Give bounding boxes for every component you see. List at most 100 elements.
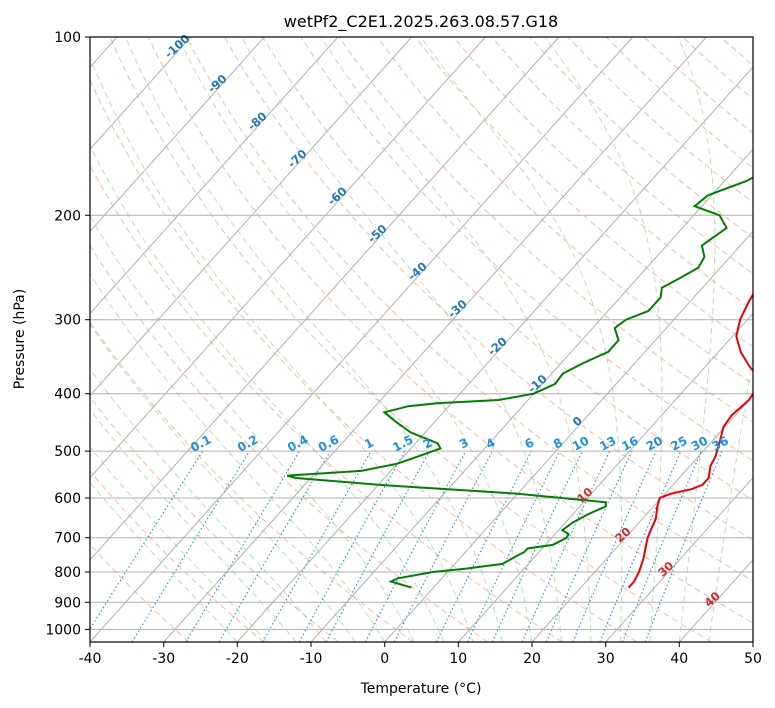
x-tick-label: 50 [744,651,762,667]
moist-adiabat [241,37,562,642]
x-axis-label: Temperature (°C) [360,681,482,697]
mixing-ratio-label: 30 [689,433,710,453]
moist-adiabat [90,368,327,642]
isotherm-line [752,641,753,642]
moist-adiabat [420,37,623,642]
mixing-ratio-label: 16 [619,433,640,453]
isotherm-line [90,37,339,315]
plot-frame [89,36,754,643]
dry-adiabat [90,543,190,642]
y-tick-label: 200 [54,208,81,224]
moist-adiabat [90,56,474,642]
mixing-ratio-label: 20 [644,433,665,453]
isotherm-label: -60 [325,184,350,208]
isotherm-line [90,37,413,397]
dry-adiabat [682,37,753,100]
x-tick-label: 10 [449,651,467,667]
isotherm-line [90,37,634,642]
isotherm-line [678,559,753,642]
moist-adiabat [544,37,663,642]
dry-adiabat [567,37,753,204]
dry-adiabat [376,37,753,385]
isotherm-label: -20 [485,334,510,358]
dry-adiabat [605,37,753,169]
y-tick-label: 300 [54,313,81,329]
mixing-ratio-line [599,450,682,642]
isotherm-line [90,37,265,233]
y-tick-label: 400 [54,387,81,403]
dry-adiabat [90,78,638,642]
moist-adiabat [90,323,356,642]
moist-adiabat [90,408,297,642]
isotherm-line [531,394,753,642]
x-tick-label: -40 [79,651,102,667]
y-tick-label: 800 [54,565,81,581]
moist-adiabat [90,446,268,642]
moist-adiabat [177,37,533,642]
dry-adiabat [90,396,339,642]
isotherm-label: -100 [162,31,193,61]
moist-adiabat [708,353,753,642]
y-tick-label: 1000 [45,622,81,638]
moist-adiabat [90,273,386,642]
dry-adiabat [491,37,753,275]
x-tick-label: -20 [226,651,249,667]
x-tick-label: 0 [380,651,389,667]
isotherm-line [310,148,753,642]
isotherm-label: -50 [365,221,390,245]
mixing-ratio-line [262,450,372,642]
mixing-ratio-line [90,450,204,630]
mixing-ratio-line [621,450,702,642]
mixing-ratio-line [131,450,251,642]
isotherm-line [90,37,192,151]
isotherm-label: -40 [405,259,430,283]
isotherm-label: -80 [245,109,270,133]
isotherm-line [384,230,753,642]
mixing-ratio-label: 2 [421,435,435,451]
isotherm-line [236,66,753,642]
dry-adiabat [90,470,264,642]
dry-adiabat [147,37,753,624]
mixing-ratio-label: 36 [710,433,731,453]
x-tick-label: 20 [523,651,541,667]
moist-adiabat [320,37,592,642]
dry-adiabat [453,37,753,311]
temperature-line [627,292,753,589]
mixing-ratio-line [644,450,723,642]
isotherm-line [90,37,486,479]
mixing-ratio-line [435,450,532,642]
mixing-ratio-label: 6 [522,435,536,451]
axis-ticks: -40 -30 -20 -10 0 10 20 30 40 5010020030040050060… [45,30,762,667]
moist-adiabat [90,481,238,642]
x-tick-label: 30 [597,651,615,667]
moist-adiabat [90,144,445,642]
isotherm-label: 0 [570,413,585,429]
moist-adiabat [677,37,716,642]
mixing-ratio-line [325,450,431,642]
mixing-ratio-label: 3 [457,435,471,451]
isotherm-line [90,37,560,561]
profile-lines [286,176,753,589]
isotherm-label: -10 [525,372,550,396]
chart-title: wetPf2_C2E1.2025.263.08.57.G18 [284,12,558,32]
x-tick-label: -10 [300,651,323,667]
mixing-ratio-label: 10 [570,433,591,453]
mixing-ratio-label: 13 [597,433,618,453]
mixing-ratio-line [185,450,301,642]
y-tick-label: 600 [54,491,81,507]
y-tick-label: 100 [54,30,81,46]
dry-adiabat [90,244,488,642]
x-tick-label: -30 [152,651,175,667]
y-tick-label: 700 [54,531,81,547]
moist-adiabat [125,37,503,642]
dry-adiabat [109,37,712,642]
isotherm-line [457,312,753,642]
isotherm-line [605,477,753,642]
isotherm-label-lower: 40 [702,589,723,610]
dry-adiabat [90,164,563,642]
x-tick-label: 40 [670,651,688,667]
background-lines [90,37,753,642]
dry-adiabat [90,321,414,642]
dry-adiabat [720,37,753,67]
